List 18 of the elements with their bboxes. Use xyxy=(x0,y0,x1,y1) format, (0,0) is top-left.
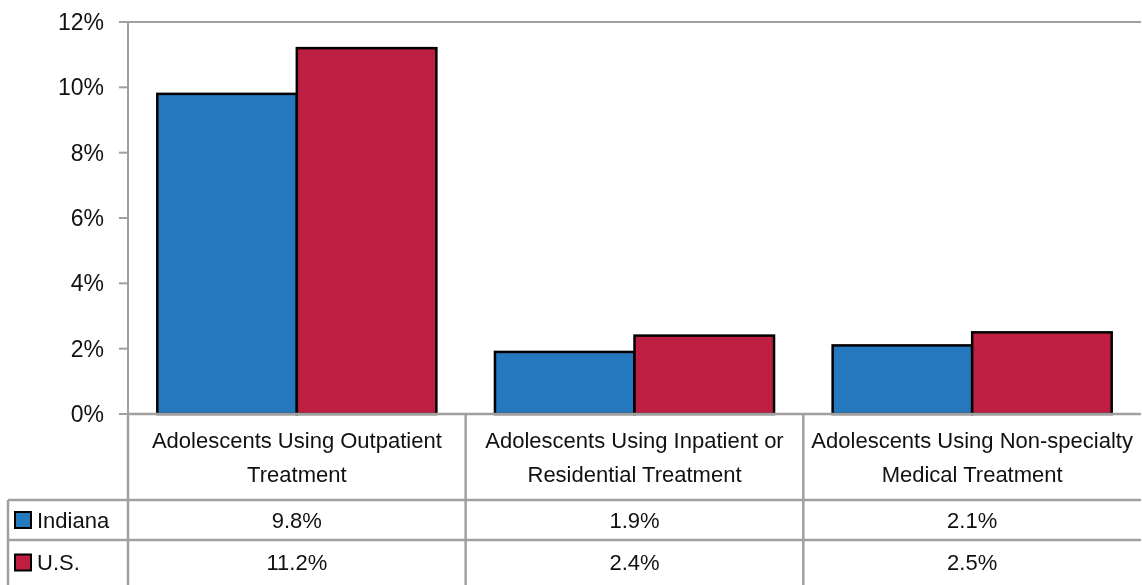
y-tick-label: 8% xyxy=(70,139,104,166)
data-label: 11.2% xyxy=(266,550,328,576)
data-label: 1.9% xyxy=(609,507,660,533)
y-tick-label: 2% xyxy=(70,335,104,362)
x-tick-label: Adolescents Using Outpatient Treatment xyxy=(151,427,442,487)
y-tick-label: 12% xyxy=(57,9,104,36)
data-label: 2.5% xyxy=(947,550,998,576)
data-label: 2.1% xyxy=(947,507,998,533)
data-label: 9.8% xyxy=(271,507,322,533)
legend-label: Indiana xyxy=(37,507,110,533)
y-tick-label: 10% xyxy=(57,74,104,101)
y-tick-label: 6% xyxy=(70,205,104,232)
x-tick-label: Adolescents Using Non-specialty Medical Treatment xyxy=(811,427,1133,487)
legend-label: U.S. xyxy=(37,550,80,576)
x-tick-label: Adolescents Using Inpatient or Residential Treatment xyxy=(485,427,784,487)
y-tick-label: 4% xyxy=(70,270,104,297)
y-tick-label: 0% xyxy=(70,401,104,428)
data-label: 2.4% xyxy=(609,550,660,576)
